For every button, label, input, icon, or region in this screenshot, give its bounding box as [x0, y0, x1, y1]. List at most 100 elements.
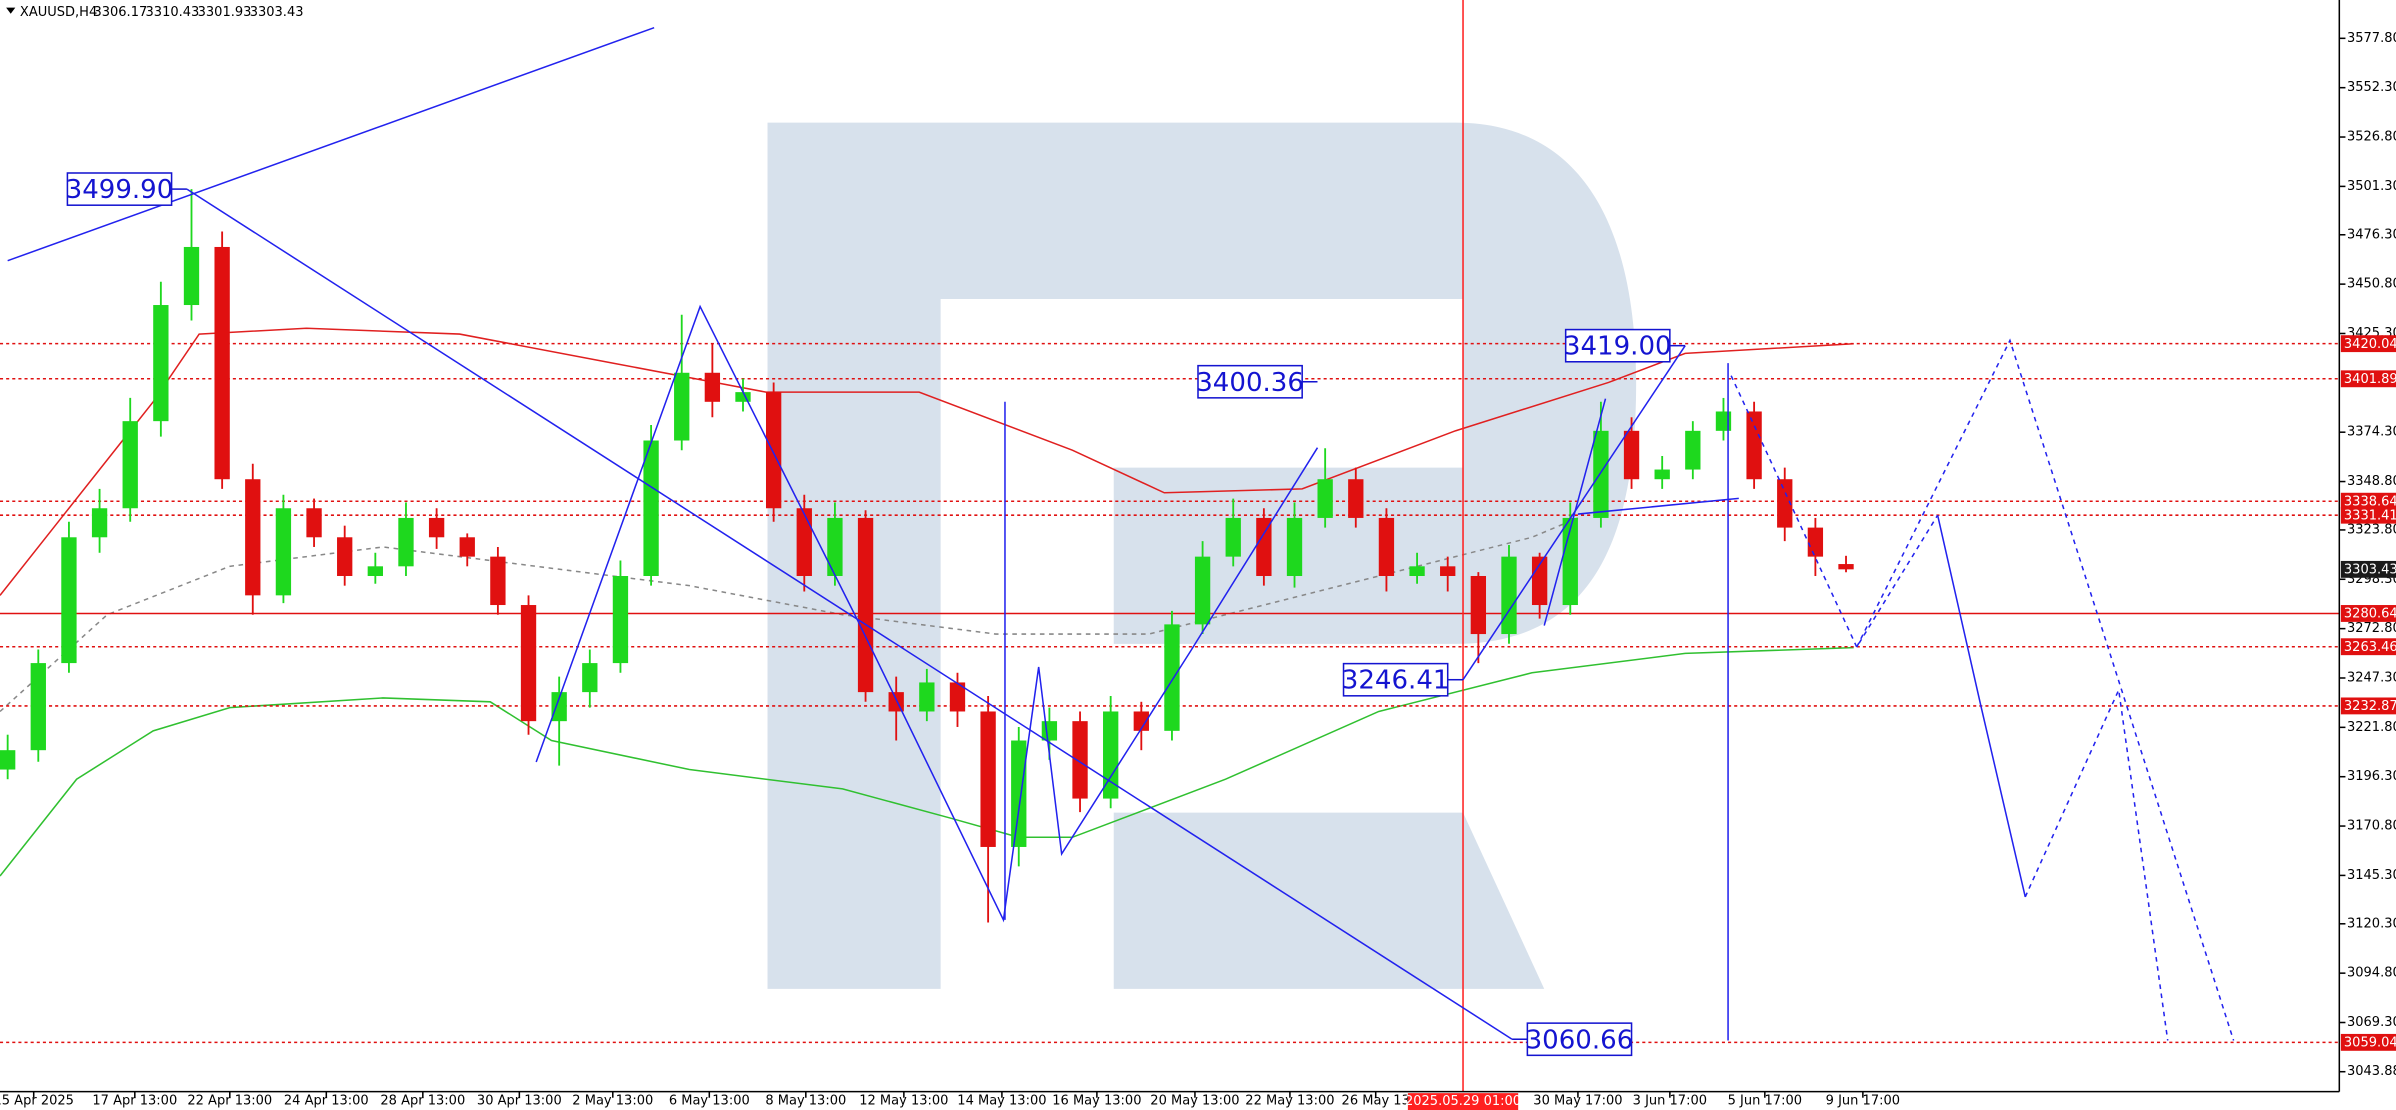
candle-body — [857, 517, 874, 693]
y-tick-label: 3526.80 — [2347, 130, 2396, 145]
y-tick-label: 3170.80 — [2347, 819, 2396, 834]
candle-body — [1103, 711, 1119, 799]
annotation-label: 3499.90 — [66, 175, 174, 205]
level-label: 3232.87 — [2344, 699, 2396, 714]
x-tick-label: 30 May 17:00 — [1533, 1093, 1622, 1108]
x-tick-label: 9 Jun 17:00 — [1826, 1093, 1900, 1108]
candle-body — [398, 517, 414, 567]
candle-body — [827, 517, 843, 576]
y-tick-label: 3221.80 — [2347, 720, 2396, 735]
level-label-bg — [2340, 335, 2396, 353]
ohlc-low: 3301.93 — [198, 5, 252, 20]
candle-body — [1807, 527, 1824, 557]
moving-average — [0, 646, 1854, 877]
candle-body — [735, 392, 751, 402]
candle-body — [1348, 479, 1364, 518]
candle-body — [61, 537, 77, 664]
trend-line — [7, 26, 655, 262]
y-tick-label: 3450.80 — [2347, 277, 2396, 292]
x-tick-label: 16 May 13:00 — [1052, 1093, 1141, 1108]
candle-body — [1378, 517, 1395, 576]
level-label: 3059.04 — [2344, 1036, 2396, 1051]
annotation-label: 3246.41 — [1342, 666, 1450, 696]
trend-line — [186, 188, 1513, 1040]
candle-body — [153, 305, 169, 422]
candle-body — [1011, 740, 1027, 847]
symbol: XAUUSD,H4 — [20, 5, 97, 20]
candle-body — [704, 372, 721, 402]
x-tick-label: 15 Apr 2025 — [0, 1093, 74, 1108]
y-tick-label: 3145.30 — [2347, 868, 2396, 883]
x-tick-label: 24 Apr 13:00 — [284, 1093, 369, 1108]
trend-line — [535, 304, 1319, 923]
candle-body — [1409, 566, 1425, 576]
y-tick-label: 3552.30 — [2347, 80, 2396, 95]
ohlc-close: 3303.43 — [250, 5, 304, 20]
x-tick-label: 30 Apr 13:00 — [477, 1093, 562, 1108]
annotation-box — [1197, 364, 1303, 399]
candle-body — [980, 711, 996, 847]
candle-body — [919, 682, 935, 712]
level-label: 3420.04 — [2344, 337, 2396, 352]
x-tick-label: 6 May 13:00 — [669, 1093, 750, 1108]
menu-icon[interactable] — [6, 7, 16, 14]
y-tick-label: 3476.30 — [2347, 227, 2396, 242]
y-tick-label: 3196.30 — [2347, 769, 2396, 784]
moving-average — [0, 327, 1854, 596]
x-tick-label: 2 May 13:00 — [572, 1093, 653, 1108]
candle-body — [1194, 556, 1211, 625]
candle-body — [1225, 517, 1241, 557]
y-tick-label: 3247.30 — [2347, 670, 2396, 685]
x-tick-label: 3 Jun 17:00 — [1633, 1093, 1707, 1108]
x-tick-label: 8 May 13:00 — [765, 1093, 846, 1108]
level-label-bg — [2340, 560, 2396, 578]
candle-body — [1133, 711, 1149, 731]
candle-body — [30, 663, 46, 751]
candle-body — [612, 575, 629, 664]
candle-body — [1623, 430, 1640, 480]
level-label: 3303.43 — [2344, 563, 2396, 578]
candle-body — [1317, 479, 1333, 518]
x-tick-label: 14 May 13:00 — [957, 1093, 1046, 1108]
level-label-bg — [2340, 506, 2396, 524]
candle-body — [122, 421, 138, 509]
candle-body — [674, 372, 690, 441]
annotation-label: 3419.00 — [1564, 332, 1672, 362]
y-tick-label: 3577.80 — [2347, 31, 2396, 46]
annotation-label: 3060.66 — [1526, 1025, 1634, 1055]
candle-body — [1470, 575, 1487, 635]
y-tick-label: 3043.88 — [2347, 1064, 2396, 1079]
candle-body — [643, 440, 659, 576]
candle-body — [459, 537, 475, 557]
candle-body — [91, 508, 108, 538]
candle-body — [0, 750, 16, 770]
candle-body — [367, 566, 383, 576]
level-label: 3338.64 — [2344, 494, 2396, 509]
candle-body — [245, 479, 261, 596]
candle-body — [214, 246, 230, 480]
y-tick-label: 3374.30 — [2347, 425, 2396, 440]
y-tick-label: 3501.30 — [2347, 179, 2396, 194]
level-label: 3331.41 — [2344, 508, 2396, 523]
level-label-bg — [2340, 605, 2396, 622]
x-tick-label: 22 Apr 13:00 — [187, 1093, 272, 1108]
annotation-box — [1342, 662, 1449, 697]
moving-average — [0, 517, 1579, 713]
candle-body — [490, 556, 506, 606]
candle-body — [1440, 566, 1456, 576]
ohlc-high: 3310.43 — [146, 5, 200, 20]
candle-body — [520, 605, 537, 722]
candle-body — [1777, 479, 1793, 528]
trend-line — [1856, 338, 2235, 1041]
level-label-bg — [2340, 697, 2396, 715]
x-tick-label: 20 May 13:00 — [1150, 1093, 1239, 1108]
trend-line — [2024, 687, 2169, 1041]
candle-body — [888, 692, 904, 712]
candle-body — [1593, 430, 1609, 518]
candle-body — [1256, 517, 1272, 576]
candle-body — [582, 663, 598, 693]
trend-line — [1936, 515, 2027, 898]
trend-line — [1577, 497, 1739, 515]
